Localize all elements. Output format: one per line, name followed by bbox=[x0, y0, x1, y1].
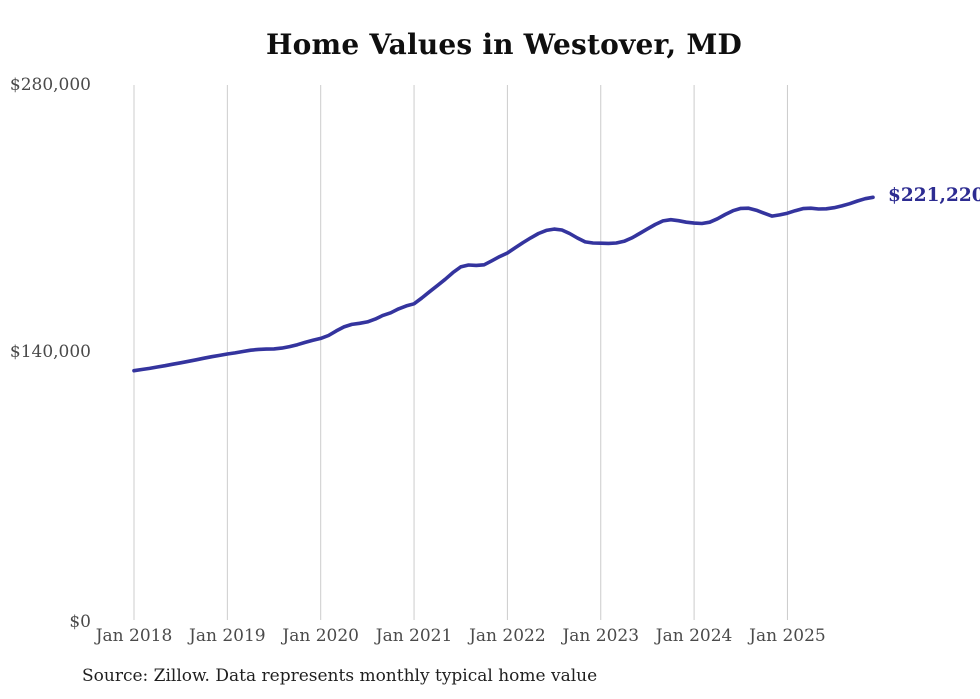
home-value-line bbox=[132, 195, 875, 373]
x-axis-tick-2021: Jan 2021 bbox=[375, 626, 453, 646]
x-axis-tick-2023: Jan 2023 bbox=[562, 626, 640, 646]
y-axis-tick-280000: $280,000 bbox=[9, 75, 91, 95]
y-axis-tick-0: $0 bbox=[69, 612, 91, 632]
x-axis-tick-2024: Jan 2024 bbox=[655, 626, 733, 646]
source-note: Source: Zillow. Data represents monthly … bbox=[82, 666, 598, 686]
chart-title: Home Values in Westover, MD bbox=[266, 28, 742, 61]
x-axis-tick-2019: Jan 2019 bbox=[189, 626, 266, 646]
x-axis-tick-2018: Jan 2018 bbox=[95, 626, 173, 646]
y-axis-tick-140000: $140,000 bbox=[9, 342, 91, 362]
x-axis-tick-2020: Jan 2020 bbox=[282, 626, 359, 646]
x-axis-tick-2022: Jan 2022 bbox=[469, 626, 546, 646]
current-value-label: $221,220 bbox=[888, 185, 980, 207]
x-axis-tick-2025: Jan 2025 bbox=[749, 626, 826, 646]
